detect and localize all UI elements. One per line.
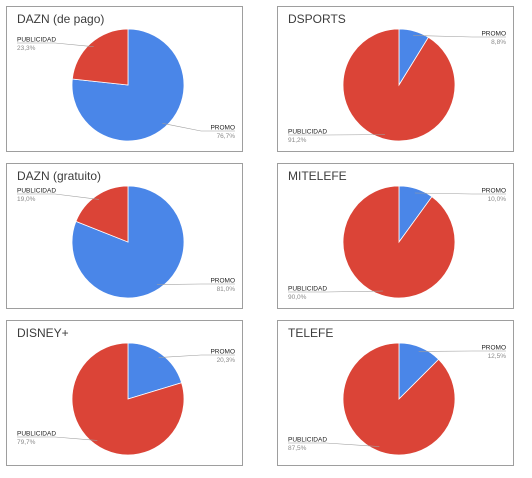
leader-line-promo xyxy=(156,283,235,285)
chart-title: MITELEFE xyxy=(288,169,347,183)
slice-value-promo: 81,0% xyxy=(217,286,236,293)
leader-line-promo xyxy=(158,354,235,358)
pie-slice-publicidad xyxy=(342,185,456,299)
slice-label-promo: PROMO xyxy=(210,125,235,132)
slice-value-promo: 12,5% xyxy=(488,353,507,360)
chart-panel-telefe: TELEFE PROMO 12,5% PUBLICIDAD 87,5% xyxy=(277,320,514,466)
slice-value-publicidad: 23,3% xyxy=(17,45,36,52)
slice-value-publicidad: 87,5% xyxy=(288,445,307,452)
slice-label-publicidad: PUBLICIDAD xyxy=(288,286,327,293)
slice-label-publicidad: PUBLICIDAD xyxy=(288,129,327,136)
slice-value-publicidad: 90,0% xyxy=(288,294,307,301)
leader-line-promo xyxy=(413,35,506,38)
slice-label-promo: PROMO xyxy=(481,31,506,38)
leader-line-promo xyxy=(414,192,506,195)
pie-slice-publicidad xyxy=(75,185,129,243)
slice-label-promo: PROMO xyxy=(481,188,506,195)
chart-panel-mitelefe: MITELEFE PROMO 10,0% PUBLICIDAD 90,0% xyxy=(277,163,514,309)
slice-value-promo: 76,7% xyxy=(217,133,236,140)
slice-value-publicidad: 19,0% xyxy=(17,196,36,203)
slice-label-promo: PROMO xyxy=(210,349,235,356)
pie-slice-publicidad xyxy=(71,28,129,86)
slice-label-promo: PROMO xyxy=(210,278,235,285)
pie-slice-publicidad xyxy=(342,28,456,142)
pie-slice-promo xyxy=(71,28,185,142)
leader-line-publicidad xyxy=(288,290,384,293)
chart-title: DAZN (de pago) xyxy=(17,12,105,26)
chart-title: DAZN (gratuito) xyxy=(17,169,102,183)
slice-label-publicidad: PUBLICIDAD xyxy=(288,437,327,444)
leader-line-publicidad xyxy=(288,442,380,447)
slice-label-publicidad: PUBLICIDAD xyxy=(17,37,56,44)
leader-line-publicidad xyxy=(17,193,100,200)
pie-slice-promo xyxy=(127,342,183,400)
slice-value-promo: 10,0% xyxy=(488,196,507,203)
leader-line-publicidad xyxy=(17,436,98,441)
slice-value-promo: 20,3% xyxy=(217,357,236,364)
pie-slice-publicidad xyxy=(71,342,185,456)
chart-title: TELEFE xyxy=(288,326,334,340)
chart-title: DSPORTS xyxy=(288,12,346,26)
slice-value-promo: 8,8% xyxy=(491,39,506,46)
slice-label-publicidad: PUBLICIDAD xyxy=(17,188,56,195)
slice-label-publicidad: PUBLICIDAD xyxy=(17,431,56,438)
chart-panel-dazn-pago: DAZN (de pago) PROMO 76,7% PUBLICIDAD 23,3% xyxy=(6,6,243,152)
slice-value-publicidad: 91,2% xyxy=(288,137,307,144)
slice-value-publicidad: 79,7% xyxy=(17,439,36,446)
slice-label-promo: PROMO xyxy=(481,345,506,352)
chart-panel-disney: DISNEY+ PROMO 20,3% PUBLICIDAD 79,7% xyxy=(6,320,243,466)
chart-panel-dsports: DSPORTS PROMO 8,8% PUBLICIDAD 91,2% xyxy=(277,6,514,152)
chart-panel-dazn-gratuito: DAZN (gratuito) PROMO 81,0% PUBLICIDAD 19,0… xyxy=(6,163,243,309)
pie-slice-publicidad xyxy=(342,342,456,456)
leader-line-publicidad xyxy=(17,42,94,47)
leader-line-promo xyxy=(162,123,235,132)
chart-title: DISNEY+ xyxy=(17,326,69,340)
